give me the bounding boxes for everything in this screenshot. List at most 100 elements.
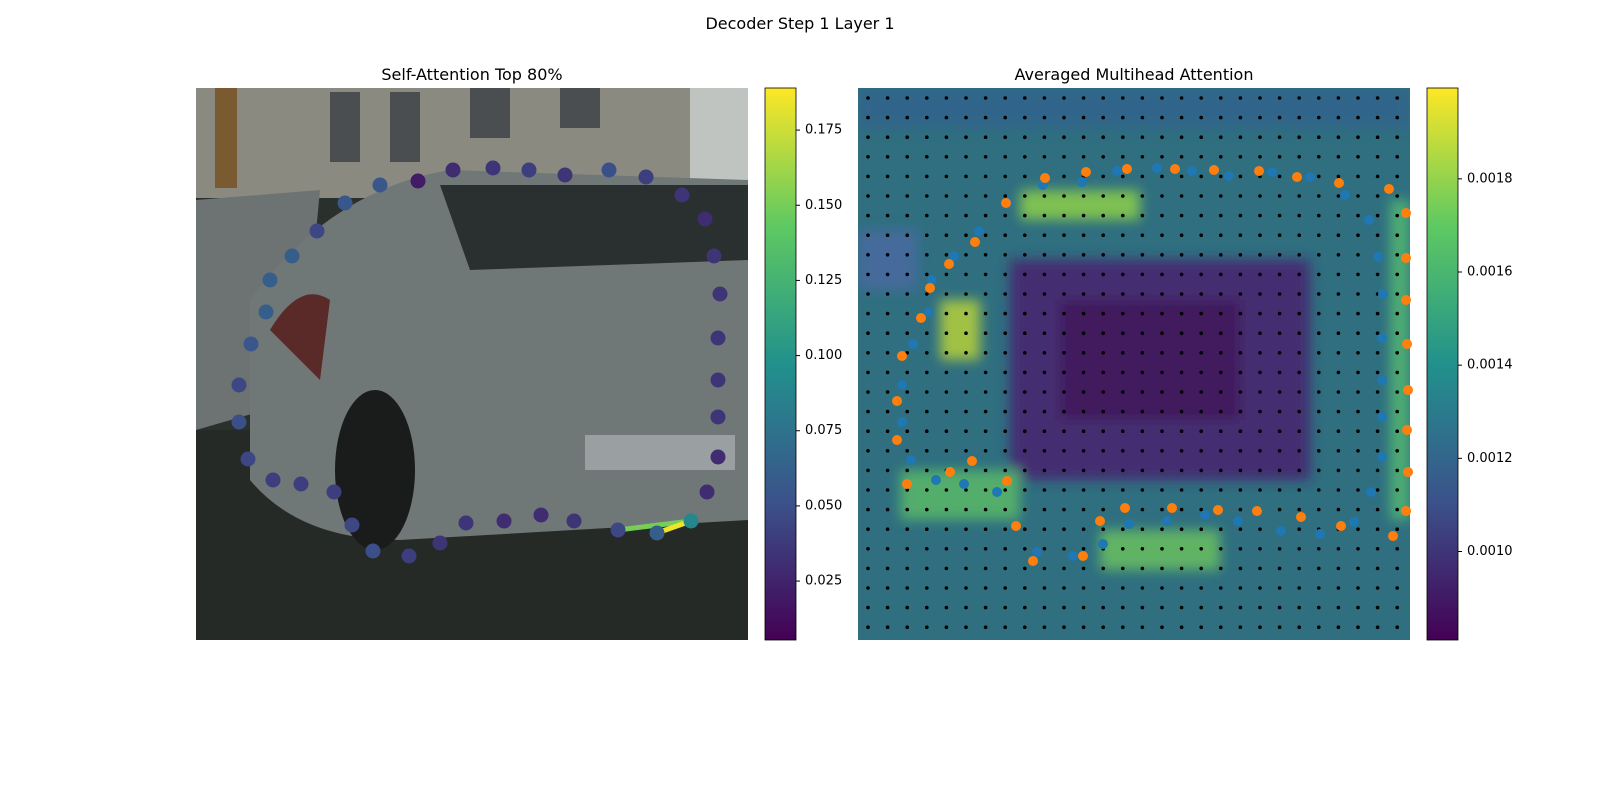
grid-dot: [1062, 488, 1066, 492]
grid-dot: [1317, 370, 1321, 375]
grid-dot: [983, 390, 988, 394]
grid-dot: [1395, 115, 1399, 120]
grid-dot: [1258, 586, 1262, 590]
grid-dot: [1238, 586, 1243, 590]
grid-dot: [1042, 449, 1047, 453]
grid-dot: [1003, 449, 1007, 453]
grid-dot: [1081, 409, 1086, 414]
grid-dot: [1297, 96, 1301, 100]
grid-dot: [885, 566, 890, 571]
grid-dot: [1238, 115, 1243, 120]
grid-dot: [1238, 292, 1243, 296]
grid-dot: [925, 155, 929, 159]
grid-dot: [885, 311, 890, 316]
grid-dot: [1219, 468, 1223, 473]
grid-dot: [905, 311, 909, 316]
grid-dot: [1023, 527, 1027, 531]
grid-dot: [885, 155, 890, 159]
grid-dot: [1375, 488, 1380, 492]
grid-dot: [1062, 566, 1066, 571]
grid-dot: [1023, 272, 1027, 277]
grid-dot: [1317, 272, 1321, 277]
grid-dot: [1121, 488, 1125, 492]
grid-dot: [1042, 135, 1047, 139]
grid-dot: [964, 605, 968, 610]
grid-dot: [1081, 527, 1086, 531]
grid-dot: [1101, 409, 1105, 414]
grid-dot: [1003, 547, 1007, 551]
grid-dot: [1062, 272, 1066, 277]
grid-dot: [1179, 155, 1184, 159]
grid-dot: [1121, 272, 1125, 277]
grid-dot: [1160, 213, 1164, 218]
grid-dot: [1160, 292, 1164, 296]
grid-dot: [885, 527, 890, 531]
reference-point: [902, 479, 912, 489]
grid-dot: [885, 331, 890, 336]
query-point: [1224, 171, 1234, 181]
grid-dot: [1140, 96, 1145, 100]
grid-dot: [1356, 547, 1360, 551]
grid-dot: [1277, 370, 1282, 375]
grid-dot: [1140, 311, 1145, 316]
grid-dot: [1336, 429, 1341, 434]
grid-dot: [1081, 390, 1086, 394]
grid-dot: [905, 507, 909, 512]
grid-dot: [1395, 272, 1399, 277]
grid-dot: [905, 409, 909, 414]
grid-dot: [944, 213, 949, 218]
colorbar-tick-label: 0.050: [805, 498, 842, 513]
grid-dot: [1101, 488, 1105, 492]
grid-dot: [885, 429, 890, 434]
query-point: [1068, 551, 1078, 561]
reference-point: [916, 313, 926, 323]
grid-dot: [1160, 429, 1164, 434]
reference-point: [1334, 178, 1344, 188]
grid-dot: [1356, 213, 1360, 218]
grid-dot: [1160, 586, 1164, 590]
grid-dot: [1356, 625, 1360, 629]
grid-dot: [1277, 253, 1282, 257]
grid-dot: [1003, 409, 1007, 414]
grid-dot: [1121, 155, 1125, 159]
grid-dot: [1062, 155, 1066, 159]
grid-dot: [1375, 449, 1380, 453]
grid-dot: [1219, 213, 1223, 218]
grid-dot: [1160, 311, 1164, 316]
grid-dot: [964, 566, 968, 571]
grid-dot: [905, 96, 909, 100]
colorbar-tick-label: 0.150: [805, 198, 842, 213]
grid-dot: [1199, 566, 1203, 571]
grid-dot: [1317, 409, 1321, 414]
grid-dot: [1179, 96, 1184, 100]
grid-dot: [1081, 253, 1086, 257]
grid-dot: [1219, 272, 1223, 277]
grid-dot: [1317, 331, 1321, 336]
grid-dot: [1336, 311, 1341, 316]
grid-dot: [1277, 311, 1282, 316]
grid-dot: [1101, 272, 1105, 277]
grid-dot: [1199, 115, 1203, 120]
grid-dot: [1238, 429, 1243, 434]
grid-dot: [983, 155, 988, 159]
grid-dot: [1238, 96, 1243, 100]
grid-dot: [1003, 292, 1007, 296]
grid-dot: [964, 351, 968, 355]
grid-dot: [1081, 96, 1086, 100]
grid-dot: [1062, 605, 1066, 610]
grid-dot: [1395, 429, 1399, 434]
attention-point: [697, 211, 713, 227]
grid-dot: [1101, 586, 1105, 590]
grid-dot: [905, 605, 909, 610]
grid-dot: [1101, 625, 1105, 629]
grid-dot: [925, 409, 929, 414]
attention-point: [445, 162, 461, 178]
grid-dot: [885, 370, 890, 375]
grid-dot: [1317, 547, 1321, 551]
grid-dot: [983, 194, 988, 198]
grid-dot: [1258, 155, 1262, 159]
grid-dot: [944, 586, 949, 590]
grid-dot: [1375, 96, 1380, 100]
grid-dot: [1375, 155, 1380, 159]
